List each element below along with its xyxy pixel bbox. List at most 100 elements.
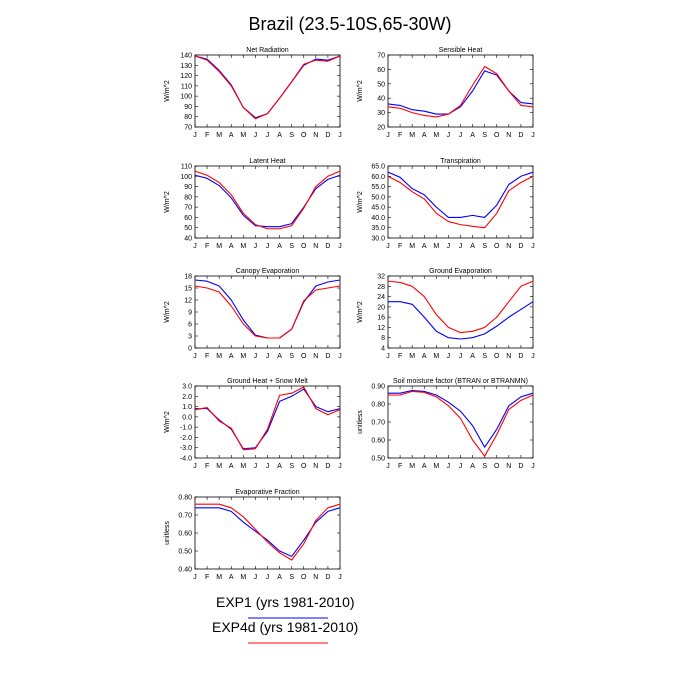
x-tick-label: O	[301, 353, 307, 360]
x-tick-label: J	[254, 574, 258, 581]
x-tick-label: A	[470, 243, 475, 250]
x-tick-label: A	[470, 132, 475, 139]
series-line-exp1	[387, 171, 534, 218]
y-tick-label: 140	[180, 53, 192, 60]
y-tick-label: 0.70	[371, 420, 385, 427]
y-tick-label: 16	[377, 315, 385, 322]
series-line-exp1	[194, 279, 341, 339]
x-tick-label: J	[193, 353, 197, 360]
y-tick-label: 0.60	[371, 438, 385, 445]
panel-frame	[387, 165, 534, 239]
x-tick-label: J	[193, 463, 197, 470]
y-tick-label: 12	[377, 325, 385, 332]
x-tick-label: S	[289, 132, 294, 139]
x-tick-label: J	[338, 574, 342, 581]
x-tick-label: J	[266, 243, 270, 250]
y-tick-label: 3	[188, 334, 192, 341]
x-tick-label: F	[205, 463, 209, 470]
y-tick-label: 90	[184, 104, 192, 111]
x-tick-label: J	[386, 463, 390, 470]
y-axis-label: W/m^2	[164, 411, 171, 433]
y-tick-label: 40.0	[371, 215, 385, 222]
y-tick-label: -3.0	[180, 445, 192, 452]
series-line-exp2	[387, 175, 534, 229]
panels: Net Radiation708090100110120130140W/m^2J…	[164, 47, 535, 581]
x-tick-label: J	[386, 353, 390, 360]
x-tick-label: A	[229, 463, 234, 470]
y-tick-label: 50	[184, 225, 192, 232]
y-tick-label: 2.0	[182, 394, 192, 401]
x-tick-label: D	[518, 132, 523, 139]
x-tick-label: A	[277, 463, 282, 470]
y-tick-label: 28	[377, 284, 385, 291]
y-tick-label: 90	[184, 184, 192, 191]
y-tick-label: 50.0	[371, 194, 385, 201]
legend-label-exp1: EXP1 (yrs 1981-2010)	[216, 594, 355, 610]
x-tick-label: D	[518, 353, 523, 360]
y-axis-label: unitless	[164, 521, 171, 545]
x-tick-label: J	[266, 574, 270, 581]
y-tick-label: 65.0	[371, 164, 385, 171]
y-tick-label: 6	[188, 322, 192, 329]
legend-label-exp2: EXP4d (yrs 1981-2010)	[212, 619, 359, 635]
y-tick-label: 9	[188, 310, 192, 317]
panel-frame	[387, 275, 534, 349]
y-tick-label: 70	[184, 205, 192, 212]
x-tick-label: J	[447, 463, 451, 470]
x-tick-label: N	[506, 132, 511, 139]
y-tick-label: 100	[180, 94, 192, 101]
y-axis-label: W/m^2	[357, 80, 364, 102]
x-tick-label: A	[277, 574, 282, 581]
x-tick-label: D	[325, 574, 330, 581]
x-tick-label: D	[518, 243, 523, 250]
x-tick-label: F	[205, 132, 209, 139]
series-line-exp2	[194, 285, 341, 339]
x-tick-label: N	[506, 243, 511, 250]
x-tick-label: D	[518, 463, 523, 470]
y-tick-label: 45.0	[371, 205, 385, 212]
y-tick-label: -2.0	[180, 435, 192, 442]
x-tick-label: J	[254, 243, 258, 250]
x-tick-label: J	[459, 463, 463, 470]
panel-4: Transpiration 30.0 35.0 40.0 45.0 50.0 55.0 60.…	[357, 158, 535, 250]
panel-1: Net Radiation 70 80 90 100 110 120 130 140 W/m^2 J…	[164, 47, 342, 139]
panel-9: Evaporative Fraction 0.40 0.50 0.60 0.70 0.80…	[164, 489, 342, 581]
panel-frame	[387, 385, 534, 459]
series-line-exp2	[387, 65, 534, 118]
series-line-exp2	[387, 280, 534, 334]
y-tick-label: 30	[377, 110, 385, 117]
panel-title: Evaporative Fraction	[235, 489, 299, 496]
y-tick-label: 8	[381, 335, 385, 342]
y-tick-label: 0.80	[178, 495, 192, 502]
y-tick-label: 20	[377, 304, 385, 311]
y-tick-label: -4.0	[180, 456, 192, 463]
y-tick-label: 0	[188, 346, 192, 353]
x-tick-label: J	[459, 132, 463, 139]
x-tick-label: A	[229, 353, 234, 360]
panel-title: Soil moisture factor (BTRAN or BTRANMN)	[393, 378, 528, 385]
x-tick-label: J	[531, 353, 535, 360]
y-tick-label: 18	[184, 274, 192, 281]
x-tick-label: J	[193, 132, 197, 139]
x-tick-label: F	[205, 574, 209, 581]
x-tick-label: J	[193, 243, 197, 250]
x-tick-label: S	[482, 353, 487, 360]
x-tick-label: J	[193, 574, 197, 581]
x-tick-label: J	[447, 132, 451, 139]
y-tick-label: 80	[184, 194, 192, 201]
x-tick-label: D	[325, 132, 330, 139]
x-tick-label: O	[494, 463, 500, 470]
x-tick-label: F	[205, 353, 209, 360]
x-tick-label: M	[409, 243, 415, 250]
x-tick-label: N	[313, 132, 318, 139]
x-tick-label: O	[301, 463, 307, 470]
x-tick-label: J	[338, 463, 342, 470]
y-tick-label: 4	[381, 346, 385, 353]
x-tick-label: O	[494, 132, 500, 139]
x-tick-label: J	[531, 243, 535, 250]
series-line-exp1	[194, 55, 341, 119]
x-tick-label: A	[277, 353, 282, 360]
series-line-exp1	[388, 301, 534, 340]
